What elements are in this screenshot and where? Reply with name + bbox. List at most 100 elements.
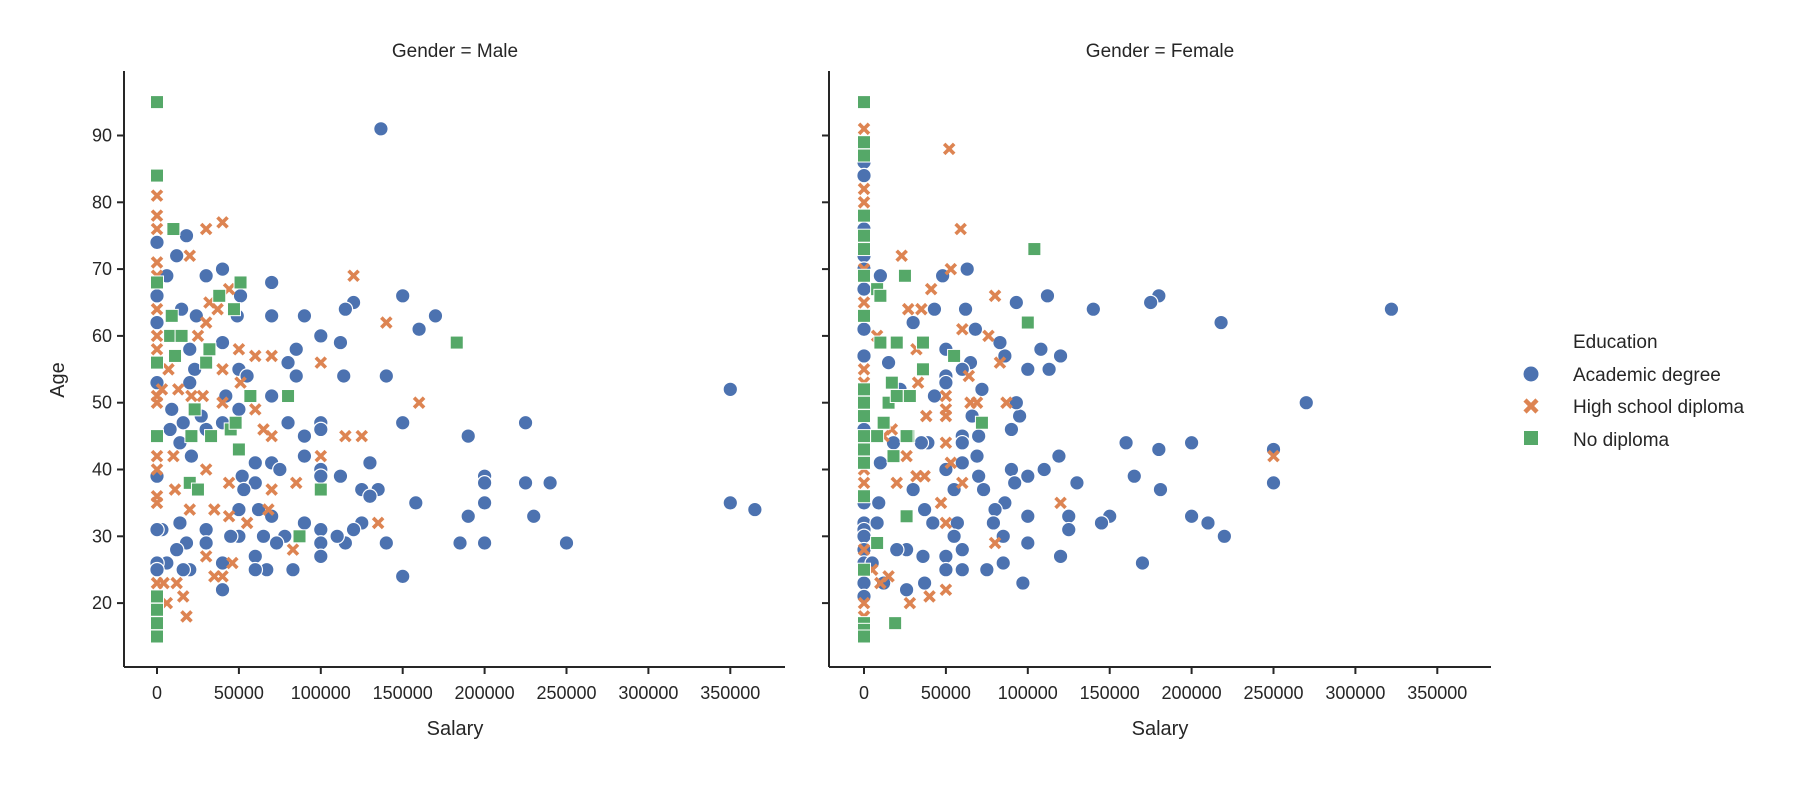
data-point-circle: [969, 448, 985, 464]
data-point-x: [150, 302, 164, 316]
y-tick-label: 80: [92, 192, 112, 212]
data-point-square: [857, 308, 871, 323]
data-point-square: [166, 222, 181, 237]
data-point-circle: [234, 468, 250, 484]
data-point-circle: [959, 261, 975, 277]
data-point-circle: [856, 167, 872, 184]
data-point-x: [150, 463, 164, 476]
x-axis-label-female: Salary: [1132, 718, 1189, 740]
data-point-square: [313, 482, 328, 497]
data-point-square: [884, 375, 899, 390]
data-point-x: [412, 396, 426, 409]
data-point-square: [150, 616, 164, 631]
data-point-circle: [263, 308, 280, 324]
data-point-circle: [312, 535, 329, 551]
data-point-x: [314, 449, 328, 463]
data-point-circle: [1060, 521, 1077, 538]
data-point-square: [164, 308, 179, 323]
data-point-circle: [411, 321, 427, 338]
data-point-x: [347, 269, 360, 283]
y-tick-label: 20: [92, 593, 112, 613]
data-point-square: [857, 228, 871, 243]
data-point-circle: [946, 528, 962, 545]
data-point-x: [962, 369, 976, 383]
data-point-circle: [954, 455, 971, 471]
data-point-circle: [1003, 461, 1020, 478]
data-point-x: [183, 249, 197, 263]
x-tick-label: 50000: [214, 683, 264, 703]
data-point-square: [449, 335, 464, 350]
data-point-x: [956, 322, 969, 336]
data-point-x: [265, 483, 278, 496]
legend-title: Education: [1573, 332, 1658, 353]
data-point-circle: [957, 301, 974, 317]
data-point-circle: [149, 314, 165, 331]
data-point-square: [888, 616, 903, 631]
data-point-square: [857, 242, 871, 257]
data-point-circle: [1051, 448, 1067, 464]
data-point-x: [919, 409, 933, 423]
data-point-circle: [856, 528, 872, 545]
panel-male: Gender = Male Salary Age 20 30 40 50 60 70 80 9…: [47, 41, 785, 740]
data-point-circle: [312, 328, 329, 344]
data-point-circle: [1006, 475, 1023, 491]
data-point-square: [212, 288, 227, 303]
data-point-circle: [231, 401, 247, 418]
data-point-circle: [872, 267, 889, 284]
data-point-x: [339, 429, 352, 443]
data-point-circle: [236, 481, 252, 498]
data-point-x: [150, 329, 164, 343]
data-point-circle: [1036, 461, 1052, 478]
data-point-x: [240, 516, 254, 530]
data-point-square: [857, 429, 871, 444]
data-point-square: [857, 135, 871, 150]
panel-title-female: Gender = Female: [1086, 41, 1234, 62]
data-point-x: [314, 356, 328, 369]
data-point-square: [243, 389, 258, 404]
data-point-circle: [247, 455, 264, 471]
data-point-circle: [149, 234, 165, 251]
data-point-x: [199, 463, 213, 476]
data-point-x: [857, 122, 871, 136]
y-axis-label: Age: [47, 362, 69, 398]
data-point-circle: [362, 488, 378, 505]
data-point-circle: [198, 535, 214, 551]
data-point-square: [150, 275, 164, 290]
data-point-x: [355, 429, 369, 443]
x-tick-label: 200000: [1162, 683, 1222, 703]
data-point-circle: [1118, 434, 1134, 451]
data-point-circle: [247, 561, 264, 578]
x-tick-label: 250000: [536, 683, 596, 703]
data-point-x: [923, 590, 936, 603]
data-point-x: [944, 262, 958, 276]
data-point-circle: [345, 521, 362, 538]
data-point-circle: [337, 301, 354, 317]
data-point-x: [183, 503, 197, 516]
data-point-circle: [954, 541, 971, 558]
data-point-circle: [296, 515, 313, 531]
data-point-circle: [149, 288, 165, 304]
data-point-circle: [1216, 528, 1233, 545]
data-point-x: [216, 396, 229, 409]
data-point-circle: [938, 374, 954, 391]
data-point-square: [231, 442, 246, 457]
data-point-circle: [880, 354, 897, 371]
data-point-circle: [913, 434, 930, 451]
data-point-square: [190, 482, 205, 497]
data-point-square: [150, 429, 164, 444]
data-point-circle: [926, 301, 943, 317]
y-tick-label: 30: [92, 526, 112, 546]
data-point-circle: [915, 548, 931, 565]
data-point-circle: [722, 381, 739, 398]
data-point-circle: [872, 455, 889, 471]
data-point-x: [380, 316, 393, 329]
data-point-circle: [926, 388, 943, 404]
data-point-circle: [938, 548, 954, 565]
data-point-square: [870, 535, 885, 550]
data-point-square: [233, 275, 248, 290]
data-point-circle: [362, 455, 378, 471]
data-point-x: [371, 516, 385, 530]
legend-label-no-diploma: No diploma: [1573, 430, 1670, 451]
data-point-square: [857, 95, 871, 110]
data-point-x: [939, 409, 953, 423]
